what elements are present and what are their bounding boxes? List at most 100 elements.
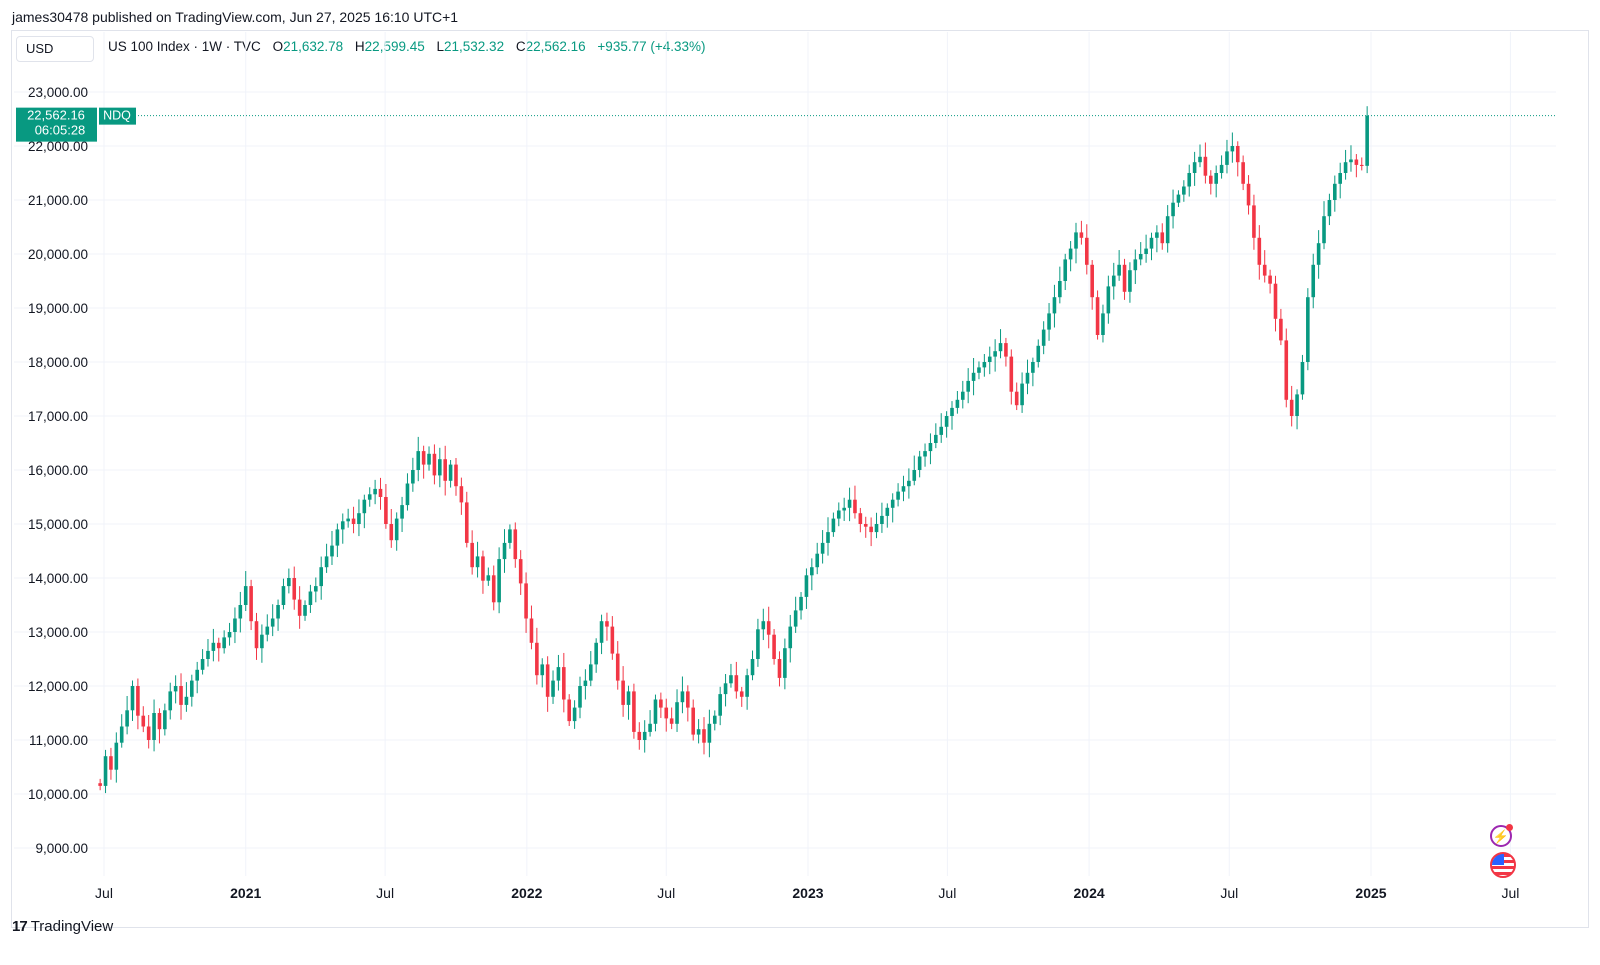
candle <box>340 513 345 544</box>
candle-body <box>448 464 453 481</box>
candle <box>1241 155 1245 191</box>
candle <box>842 497 846 521</box>
candle-body <box>1090 264 1094 298</box>
candle <box>551 670 555 704</box>
candle-body <box>977 367 981 373</box>
candle <box>303 600 307 621</box>
candle <box>1117 250 1121 281</box>
candle <box>109 747 113 780</box>
candle <box>1031 357 1035 387</box>
candle <box>1128 262 1132 303</box>
candle-body <box>481 556 485 581</box>
candle <box>459 477 464 515</box>
candle-body <box>993 351 997 357</box>
candle-body <box>502 542 507 560</box>
candle-body <box>934 434 938 443</box>
candle-body <box>1182 186 1186 195</box>
candle <box>675 689 679 732</box>
candle-body <box>157 713 162 730</box>
candle-body <box>836 510 841 519</box>
candle-body <box>464 502 469 543</box>
candle-body <box>200 659 205 670</box>
candle <box>572 700 577 729</box>
candle <box>1149 232 1154 261</box>
candle-body <box>454 464 458 487</box>
tradingview-logo-icon: 17 <box>12 918 28 935</box>
candle <box>1235 141 1240 177</box>
candle-body <box>615 653 620 681</box>
candle-body <box>739 691 744 697</box>
candle <box>1047 303 1051 341</box>
y-tick-label: 21,000.00 <box>28 193 88 208</box>
candle <box>292 566 297 610</box>
candle <box>357 499 361 537</box>
candle-body <box>195 669 199 681</box>
candle <box>594 638 598 673</box>
candle <box>788 614 793 663</box>
candle <box>820 530 825 564</box>
symbol-title[interactable]: US 100 Index · 1W · TVC <box>108 39 261 54</box>
candle-body <box>804 575 809 597</box>
candle-body <box>874 524 879 533</box>
candle-body <box>260 634 264 649</box>
candle-body <box>1311 264 1316 298</box>
candle-body <box>901 486 906 492</box>
candle <box>1306 288 1310 371</box>
candle-body <box>572 707 577 722</box>
candle-body <box>524 583 528 619</box>
candle-body <box>858 513 863 524</box>
candle-body <box>470 542 474 568</box>
candle-body <box>529 618 534 643</box>
candle <box>621 666 625 717</box>
change-value: +935.77 (+4.33%) <box>597 39 706 54</box>
candle <box>1074 222 1078 264</box>
candle <box>254 612 259 660</box>
candle <box>588 651 593 687</box>
candle <box>1262 250 1267 283</box>
candle <box>1068 241 1073 272</box>
candle-body <box>928 443 933 452</box>
candle <box>1133 249 1138 285</box>
candle-body <box>1208 175 1213 184</box>
candle-body <box>222 637 226 649</box>
candle <box>1004 337 1008 367</box>
candle-body <box>1171 202 1175 217</box>
candle-body <box>799 596 803 611</box>
low-value: 21,532.32 <box>444 39 505 54</box>
candle-body <box>971 372 976 381</box>
candle-body <box>438 459 442 476</box>
candle <box>416 436 421 482</box>
candle-body <box>1252 205 1256 238</box>
candle <box>626 685 631 720</box>
candle <box>103 749 108 794</box>
candle-body <box>842 507 846 511</box>
candle <box>863 516 868 538</box>
candle-body <box>1273 283 1278 319</box>
us-flag-icon[interactable] <box>1490 852 1516 878</box>
candle-body <box>810 567 814 576</box>
candle <box>1295 389 1299 430</box>
candle <box>545 656 550 712</box>
candle-body <box>1203 156 1208 176</box>
exchange-tag-box <box>99 107 136 125</box>
candle <box>901 475 906 502</box>
candle <box>362 494 367 529</box>
candle-body <box>653 699 658 724</box>
candle-body <box>772 634 776 659</box>
candle-body <box>1176 194 1181 203</box>
candle <box>1284 328 1289 408</box>
lightning-icon[interactable]: ⚡ <box>1490 824 1513 847</box>
x-tick-label: 2024 <box>1074 885 1105 901</box>
candle <box>1225 139 1229 174</box>
y-tick-label: 23,000.00 <box>28 85 88 100</box>
candle-body <box>1365 115 1369 166</box>
candle <box>1020 372 1024 413</box>
candle-body <box>152 713 156 740</box>
candle-body <box>599 621 604 643</box>
candle-body <box>1160 232 1165 244</box>
candle <box>222 630 226 654</box>
candle-body <box>319 567 323 587</box>
candle <box>664 698 669 732</box>
currency-selector[interactable]: USD <box>16 36 94 62</box>
